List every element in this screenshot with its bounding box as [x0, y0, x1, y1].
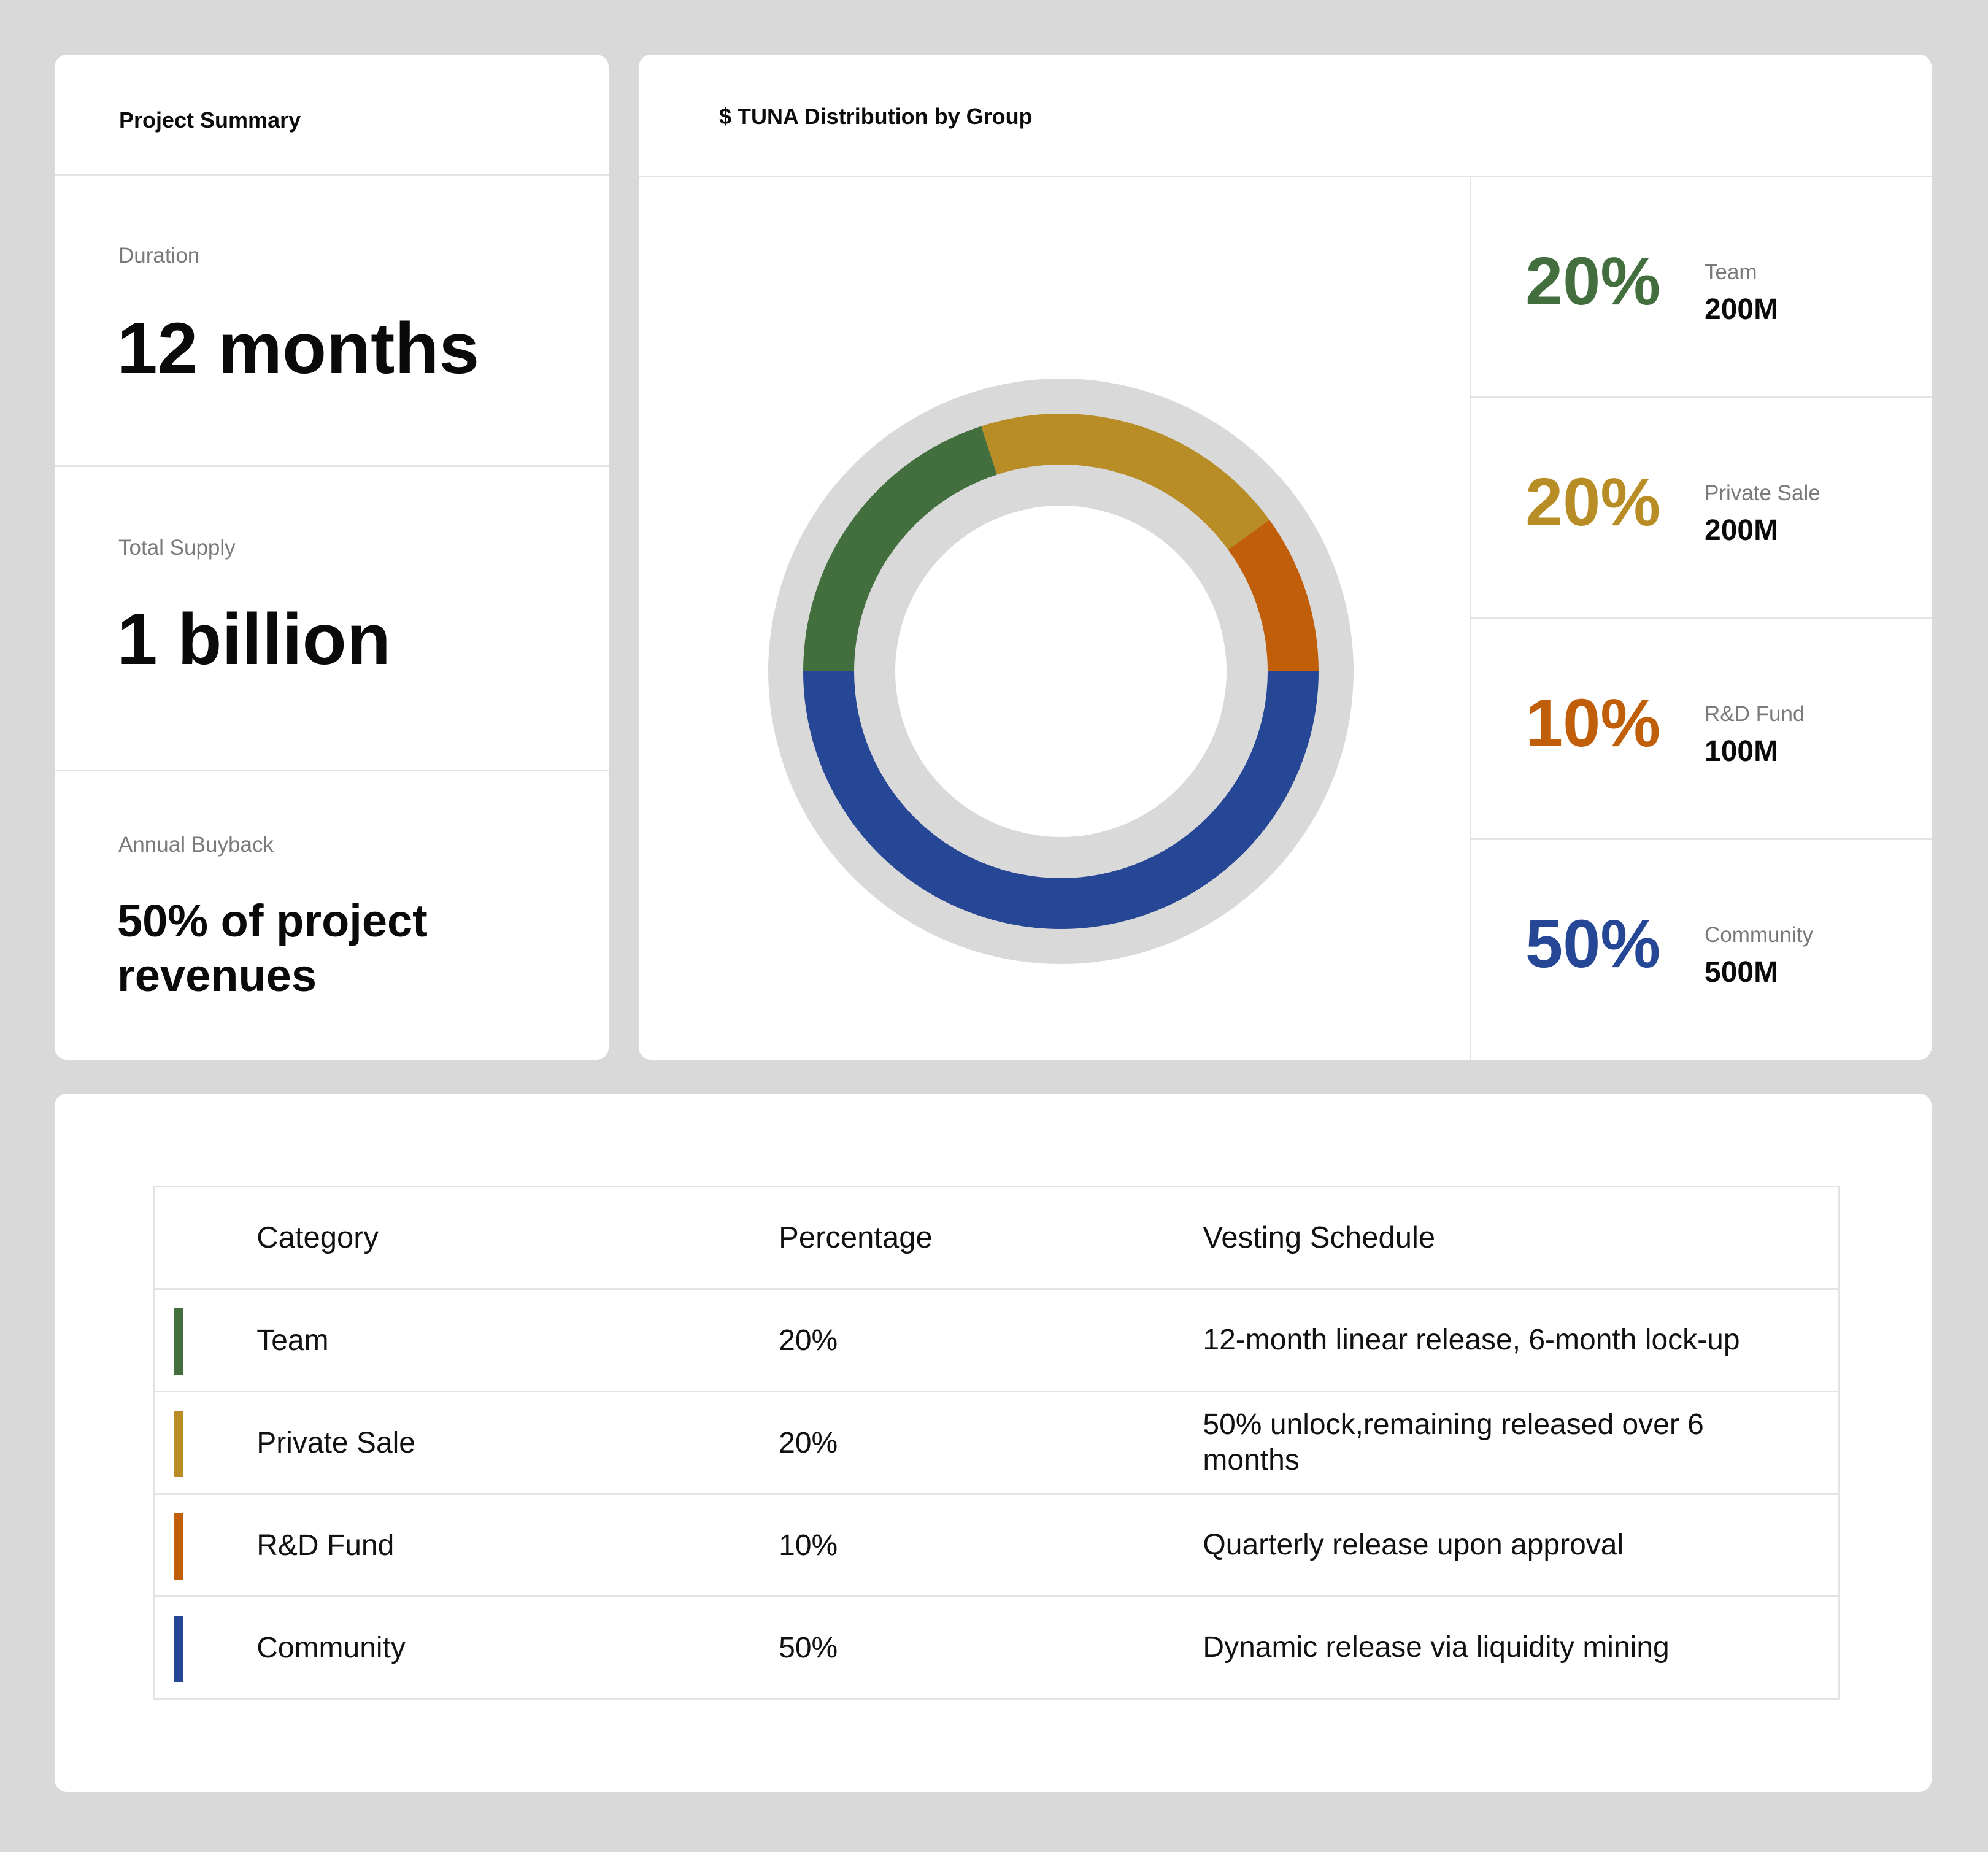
category-color-swatch: [174, 1411, 183, 1477]
percentage-cell: 50%: [779, 1631, 838, 1664]
donut-chart-area: [639, 177, 1470, 1060]
legend-percent: 20%: [1525, 244, 1661, 319]
legend-name: R&D Fund: [1705, 702, 1805, 726]
legend-percent: 20%: [1525, 465, 1661, 540]
duration-row: Duration 12 months: [55, 176, 609, 467]
legend-item-team: 20% Team 200M: [1471, 177, 1932, 398]
allocation-table-card: Category Percentage Vesting Schedule Tea…: [55, 1094, 1932, 1792]
donut-slice-community: [803, 671, 1319, 929]
vesting-cell: 50% unlock,remaining released over 6 mon…: [1203, 1408, 1704, 1476]
annual-buyback-row: Annual Buyback 50% of project revenues: [55, 771, 609, 1060]
distribution-card: $ TUNA Distribution by Group 20% Team 20…: [639, 55, 1932, 1060]
legend-amount: 200M: [1705, 293, 1779, 326]
color-cell: [154, 1392, 257, 1494]
color-cell: [154, 1494, 257, 1597]
legend-percent: 10%: [1525, 685, 1661, 761]
distribution-header: $ TUNA Distribution by Group: [639, 55, 1932, 177]
percentage-cell: 20%: [779, 1324, 838, 1357]
donut-track: [768, 379, 1354, 964]
legend-percent: 50%: [1525, 906, 1661, 982]
project-summary-card: Project Summary Duration 12 months Total…: [55, 55, 609, 1060]
donut-slice-r-d-fund: [1228, 520, 1319, 671]
category-cell: Community: [256, 1631, 406, 1664]
donut-chart: [768, 379, 1354, 964]
legend-amount: 500M: [1705, 956, 1779, 989]
donut-slice-team: [803, 426, 997, 671]
legend-name: Community: [1705, 923, 1813, 947]
legend-name: Team: [1705, 260, 1757, 284]
duration-label: Duration: [118, 244, 200, 268]
category-color-swatch: [174, 1616, 183, 1682]
donut-slice-private-sale: [981, 414, 1269, 550]
category-cell: R&D Fund: [256, 1529, 395, 1562]
legend-item-community: 50% Community 500M: [1471, 840, 1932, 1060]
table-row: R&D Fund 10% Quarterly release upon appr…: [153, 1494, 1840, 1597]
duration-value: 12 months: [117, 308, 480, 389]
project-summary-title: Project Summary: [119, 107, 301, 133]
vesting-cell: Dynamic release via liquidity mining: [1203, 1631, 1670, 1664]
legend-item-private-sale: 20% Private Sale 200M: [1471, 398, 1932, 619]
color-column-header: [154, 1187, 257, 1289]
annual-buyback-value: 50% of project revenues: [117, 895, 428, 1001]
legend-amount: 200M: [1705, 514, 1779, 547]
annual-buyback-label: Annual Buyback: [118, 833, 274, 857]
table-header-row: Category Percentage Vesting Schedule: [153, 1187, 1840, 1289]
distribution-title: $ TUNA Distribution by Group: [719, 104, 1033, 129]
category-color-swatch: [174, 1513, 183, 1580]
distribution-legend: 20% Team 200M 20% Private Sale 200M 10% …: [1470, 177, 1932, 1060]
legend-item-rd-fund: 10% R&D Fund 100M: [1471, 619, 1932, 840]
vesting-column-header: Vesting Schedule: [1203, 1221, 1436, 1254]
allocation-table: Category Percentage Vesting Schedule Tea…: [153, 1186, 1840, 1700]
total-supply-row: Total Supply 1 billion: [55, 467, 609, 771]
legend-amount: 100M: [1705, 735, 1779, 768]
color-cell: [154, 1289, 257, 1392]
table-row: Private Sale 20% 50% unlock,remaining re…: [153, 1392, 1840, 1494]
total-supply-label: Total Supply: [118, 536, 236, 560]
category-column-header: Category: [256, 1221, 379, 1254]
category-cell: Private Sale: [256, 1426, 415, 1459]
project-summary-header: Project Summary: [55, 55, 609, 176]
legend-name: Private Sale: [1705, 481, 1820, 505]
percentage-cell: 10%: [779, 1529, 838, 1562]
percentage-column-header: Percentage: [779, 1221, 933, 1254]
percentage-cell: 20%: [779, 1426, 838, 1459]
vesting-cell: Quarterly release upon approval: [1203, 1529, 1624, 1562]
table-row: Team 20% 12-month linear release, 6-mont…: [153, 1289, 1840, 1392]
category-color-swatch: [174, 1308, 183, 1375]
vesting-cell: 12-month linear release, 6-month lock-up: [1203, 1324, 1740, 1357]
table-row: Community 50% Dynamic release via liquid…: [154, 1597, 1840, 1699]
color-cell: [154, 1597, 257, 1699]
total-supply-value: 1 billion: [117, 599, 391, 680]
category-cell: Team: [256, 1324, 329, 1357]
